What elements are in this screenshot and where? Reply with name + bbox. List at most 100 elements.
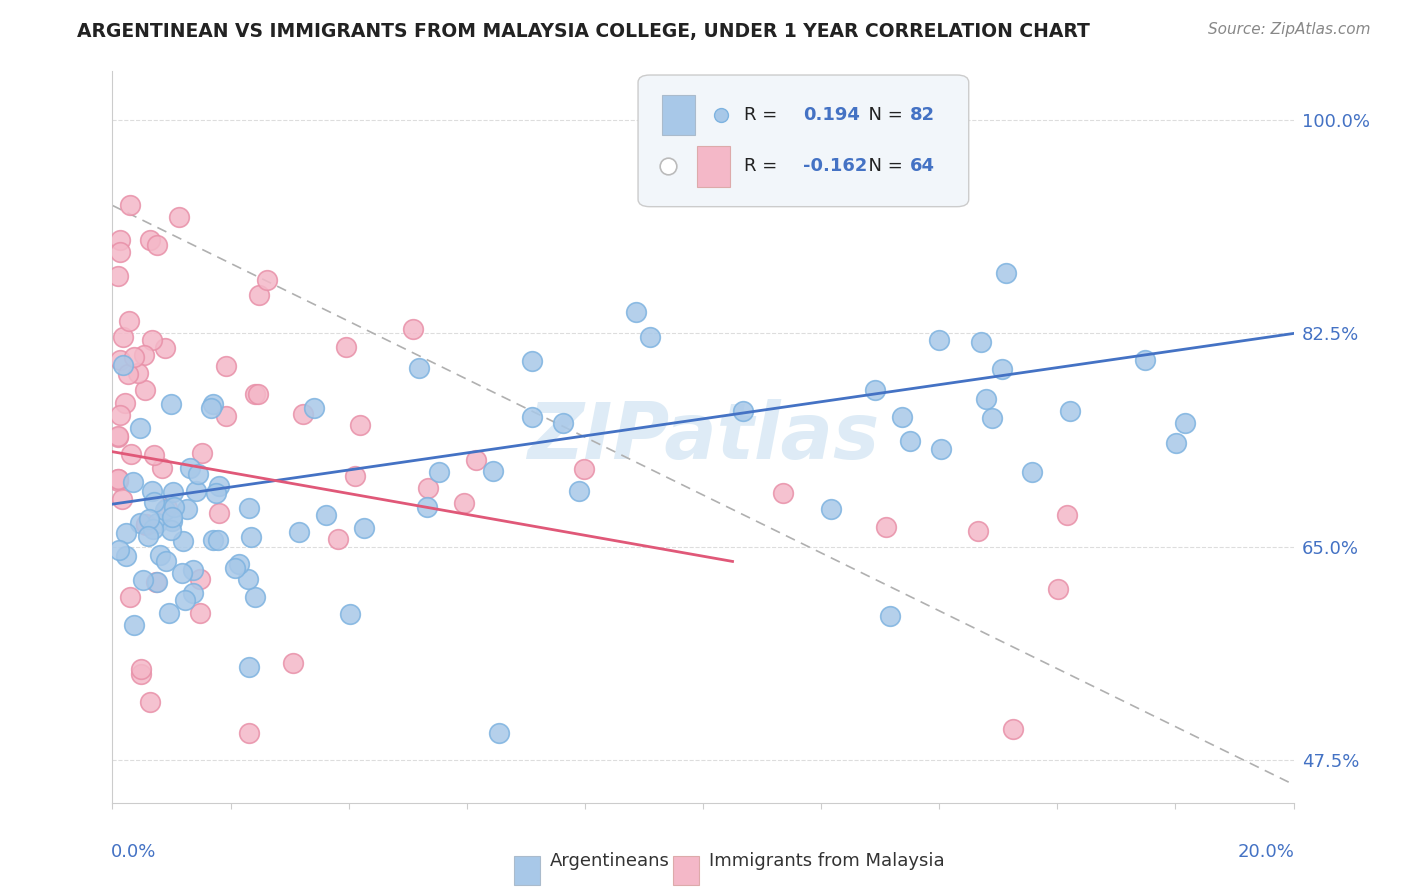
Text: R =: R = <box>744 158 783 176</box>
Point <box>572 462 595 476</box>
Point <box>215 409 238 423</box>
Point <box>132 573 155 587</box>
Point <box>931 442 953 456</box>
Point <box>162 484 184 499</box>
Point <box>122 475 145 489</box>
Point <box>326 532 349 546</box>
Point <box>129 666 152 681</box>
Point <box>107 429 129 443</box>
Point <box>879 608 901 623</box>
Point <box>176 502 198 516</box>
Point <box>891 409 914 424</box>
Text: R =: R = <box>744 106 783 124</box>
Point <box>160 397 183 411</box>
Point <box>111 491 134 506</box>
Point <box>772 486 794 500</box>
Point <box>208 507 231 521</box>
Point <box>243 590 266 604</box>
Text: ARGENTINEAN VS IMMIGRANTS FROM MALAYSIA COLLEGE, UNDER 1 YEAR CORRELATION CHART: ARGENTINEAN VS IMMIGRANTS FROM MALAYSIA … <box>77 22 1090 41</box>
Point <box>315 508 337 522</box>
Point <box>731 404 754 418</box>
Point <box>120 447 142 461</box>
Point <box>967 524 990 538</box>
Text: 82: 82 <box>910 106 935 124</box>
Point <box>129 516 152 531</box>
Point <box>111 358 134 372</box>
Point <box>110 353 132 368</box>
Point <box>172 566 194 581</box>
Point <box>145 575 167 590</box>
Point <box>408 361 430 376</box>
Point <box>236 572 259 586</box>
Point <box>114 396 136 410</box>
Point <box>124 351 146 365</box>
Point <box>624 304 647 318</box>
Point <box>108 543 131 558</box>
Point <box>135 517 157 532</box>
Point <box>1059 404 1081 418</box>
Point <box>108 409 131 423</box>
Point <box>127 366 149 380</box>
Point <box>488 726 510 740</box>
Point <box>139 695 162 709</box>
Point <box>146 237 169 252</box>
Point <box>143 448 166 462</box>
Point <box>146 575 169 590</box>
Point <box>224 561 246 575</box>
Point <box>344 468 367 483</box>
Point <box>482 464 505 478</box>
Point <box>201 397 224 411</box>
Bar <box>515 856 540 886</box>
Point <box>139 233 162 247</box>
Point <box>205 486 228 500</box>
Point <box>163 500 186 514</box>
Point <box>228 557 250 571</box>
Point <box>155 554 177 568</box>
Point <box>118 590 141 604</box>
Point <box>243 387 266 401</box>
Point <box>1056 508 1078 523</box>
Point <box>160 523 183 537</box>
Point <box>142 522 165 536</box>
Point <box>173 593 195 607</box>
Point <box>118 198 141 212</box>
Point <box>287 524 309 539</box>
Text: -0.162: -0.162 <box>803 158 868 176</box>
Bar <box>662 95 695 136</box>
Text: N =: N = <box>856 106 908 124</box>
Point <box>820 502 842 516</box>
Point <box>190 446 212 460</box>
Text: ZIPatlas: ZIPatlas <box>527 399 879 475</box>
Point <box>302 401 325 415</box>
Point <box>1133 352 1156 367</box>
Point <box>238 501 260 516</box>
Point <box>128 420 150 434</box>
Point <box>107 472 129 486</box>
Point <box>155 341 177 355</box>
Point <box>207 533 229 548</box>
Point <box>208 479 231 493</box>
Point <box>146 516 169 530</box>
Point <box>638 330 661 344</box>
Point <box>107 472 129 486</box>
Text: 20.0%: 20.0% <box>1237 843 1295 861</box>
Point <box>465 453 488 467</box>
Point <box>1174 416 1197 430</box>
Bar <box>673 856 699 886</box>
Point <box>522 354 544 368</box>
Point <box>167 210 190 224</box>
Point <box>981 410 1004 425</box>
FancyBboxPatch shape <box>638 75 969 207</box>
Point <box>160 510 183 524</box>
Point <box>353 521 375 535</box>
Point <box>970 334 993 349</box>
Point <box>453 495 475 509</box>
Point <box>898 434 921 448</box>
Text: Source: ZipAtlas.com: Source: ZipAtlas.com <box>1208 22 1371 37</box>
Point <box>1021 466 1043 480</box>
Point <box>928 334 950 348</box>
Point <box>551 416 574 430</box>
Point <box>107 475 129 489</box>
Point <box>1047 582 1070 597</box>
Bar <box>697 146 730 186</box>
